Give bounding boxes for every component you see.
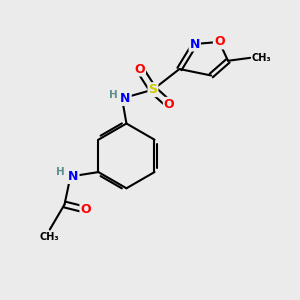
Text: N: N <box>120 92 131 105</box>
Text: CH₃: CH₃ <box>252 53 271 63</box>
Text: O: O <box>134 62 145 76</box>
Text: CH₃: CH₃ <box>40 232 60 242</box>
Text: S: S <box>148 83 158 96</box>
Text: H: H <box>56 167 64 177</box>
Text: O: O <box>214 35 224 48</box>
Text: H: H <box>110 90 118 100</box>
Text: O: O <box>80 203 91 216</box>
Text: O: O <box>164 98 175 111</box>
Text: N: N <box>190 38 200 50</box>
Text: N: N <box>68 170 79 183</box>
